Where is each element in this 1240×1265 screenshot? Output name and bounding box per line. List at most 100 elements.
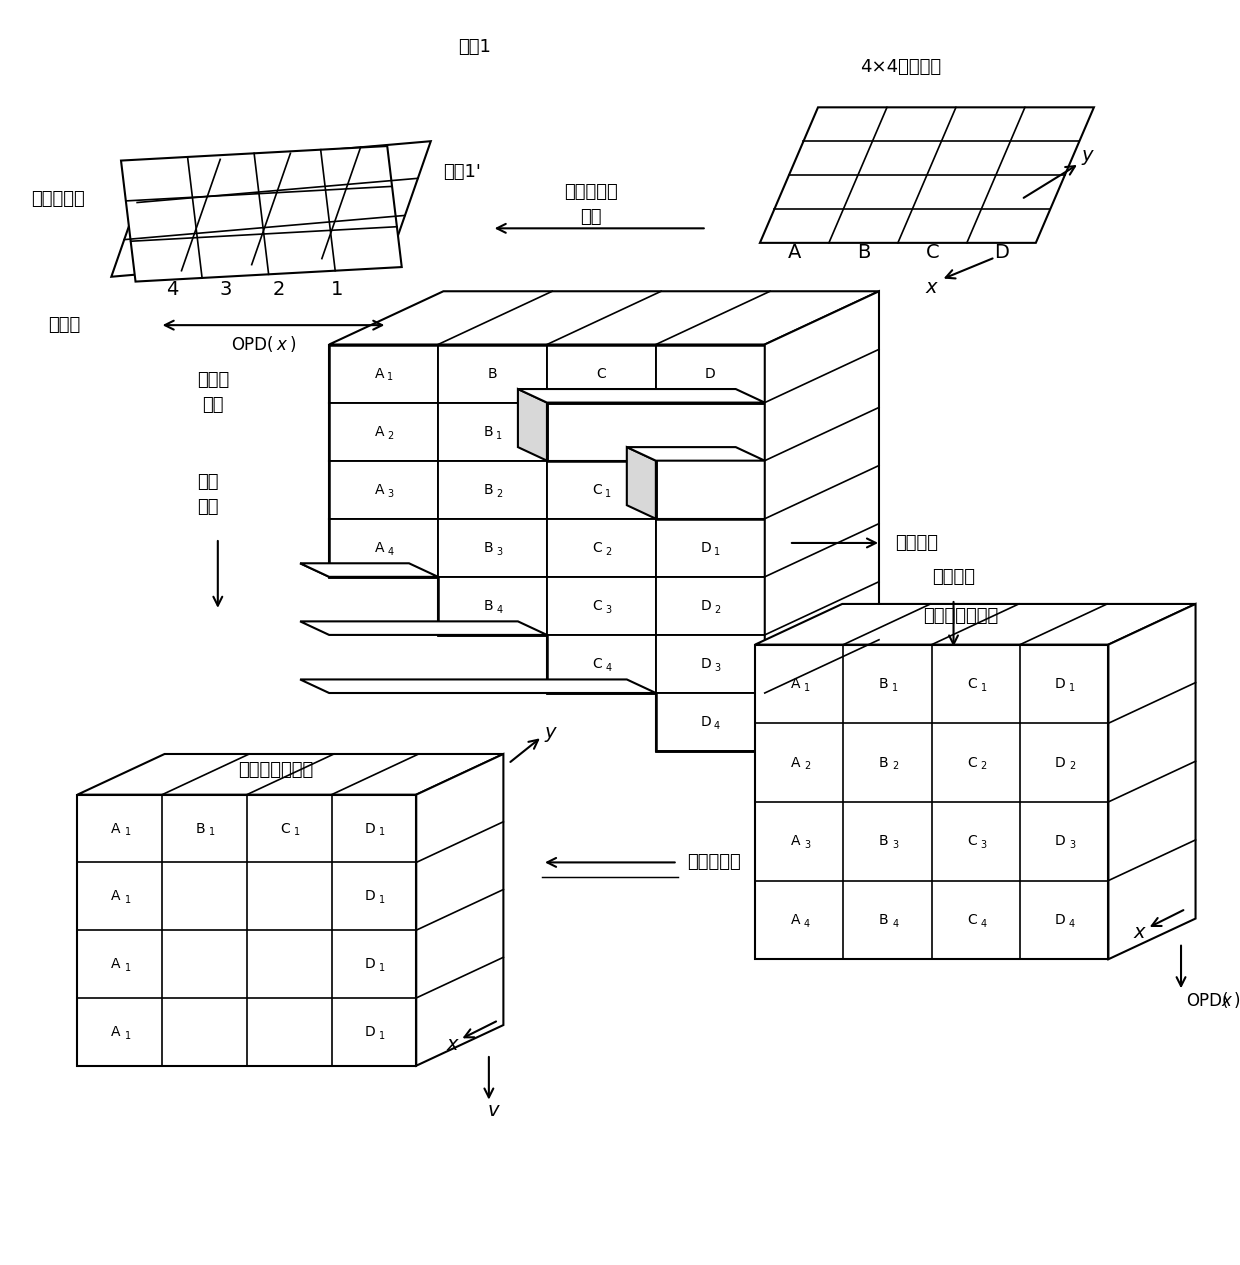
Bar [656,577,765,635]
Bar [438,577,547,635]
Text: 像面1: 像面1 [458,38,491,57]
Text: D: D [701,715,712,729]
Text: 1: 1 [496,430,502,440]
Text: C: C [593,483,603,497]
Text: C: C [967,677,977,691]
Text: A: A [787,243,801,262]
Text: B: B [857,243,870,262]
Bar [547,635,656,693]
Bar [438,344,547,402]
Text: 1: 1 [210,827,216,837]
Text: 4: 4 [605,663,611,673]
Bar [329,460,438,519]
Bar [547,344,656,402]
Text: C: C [593,598,603,612]
Text: B: B [487,367,497,381]
Bar [656,519,765,577]
Text: 2: 2 [496,488,502,498]
Text: 1: 1 [605,488,611,498]
Text: A: A [112,821,120,835]
Text: 数据处理: 数据处理 [932,568,975,586]
Text: ): ) [289,336,296,354]
Text: 3: 3 [605,605,611,615]
Text: D: D [1055,677,1065,691]
Text: x: x [1221,992,1231,1009]
Bar [547,635,656,693]
Text: 4: 4 [981,918,987,929]
Text: D: D [1055,834,1065,849]
Polygon shape [329,291,879,344]
Text: 2: 2 [981,762,987,772]
Text: 4: 4 [714,721,720,731]
Text: 1: 1 [378,896,384,906]
Bar [438,402,547,460]
Text: 2: 2 [273,280,285,299]
Text: 3: 3 [893,840,899,850]
Text: 1: 1 [124,896,130,906]
Polygon shape [1109,603,1195,959]
Text: B: B [484,425,494,439]
Bar [547,577,656,635]
Polygon shape [417,754,503,1065]
Bar [547,344,656,402]
Bar [547,577,656,635]
Text: x: x [1133,922,1146,941]
Text: D: D [1055,913,1065,927]
Bar [438,519,547,577]
Text: 3: 3 [496,546,502,557]
Text: OPD(: OPD( [232,336,274,354]
Polygon shape [329,344,765,751]
Text: 2: 2 [1069,762,1075,772]
Text: A: A [791,677,800,691]
Text: 3: 3 [804,840,810,850]
Text: 干涉数据立方体: 干涉数据立方体 [923,606,998,625]
Text: D: D [701,541,712,555]
Bar [656,344,765,402]
Text: C: C [967,913,977,927]
Bar [329,344,438,402]
Bar [656,577,765,635]
Polygon shape [112,142,430,277]
Text: B: B [196,821,206,835]
Bar [438,402,547,460]
Text: C: C [596,367,606,381]
Text: 1: 1 [804,683,810,693]
Bar [547,519,656,577]
Text: 光谱数据立方体: 光谱数据立方体 [238,762,314,779]
Text: OPD(: OPD( [1185,992,1229,1009]
Text: 4: 4 [893,918,899,929]
Text: B: B [879,755,889,769]
Text: x: x [277,336,286,354]
Text: 光程差: 光程差 [48,316,81,334]
Polygon shape [518,390,547,460]
Text: 像面1': 像面1' [444,163,481,181]
Text: C: C [967,834,977,849]
Text: y: y [544,724,556,743]
Polygon shape [765,291,879,751]
Text: 4: 4 [804,918,810,929]
Polygon shape [760,108,1094,243]
Bar [438,519,547,577]
Text: D: D [365,889,376,903]
Bar [547,460,656,519]
Text: ): ) [1234,992,1240,1009]
Text: A: A [374,367,384,381]
Text: 傅里叶变换: 傅里叶变换 [687,854,742,872]
Polygon shape [77,794,417,1065]
Polygon shape [122,145,402,282]
Polygon shape [300,679,656,693]
Text: 1: 1 [294,827,300,837]
Text: 1: 1 [387,372,393,382]
Text: 4: 4 [166,280,179,299]
Text: D: D [701,657,712,670]
Text: B: B [879,913,889,927]
Text: 干涉仪推扫
方向: 干涉仪推扫 方向 [564,182,618,225]
Polygon shape [626,447,765,460]
Text: 1: 1 [714,546,720,557]
Text: C: C [593,657,603,670]
Text: D: D [365,1025,376,1039]
Bar [329,519,438,577]
Bar [656,519,765,577]
Polygon shape [755,603,1195,645]
Bar [438,460,547,519]
